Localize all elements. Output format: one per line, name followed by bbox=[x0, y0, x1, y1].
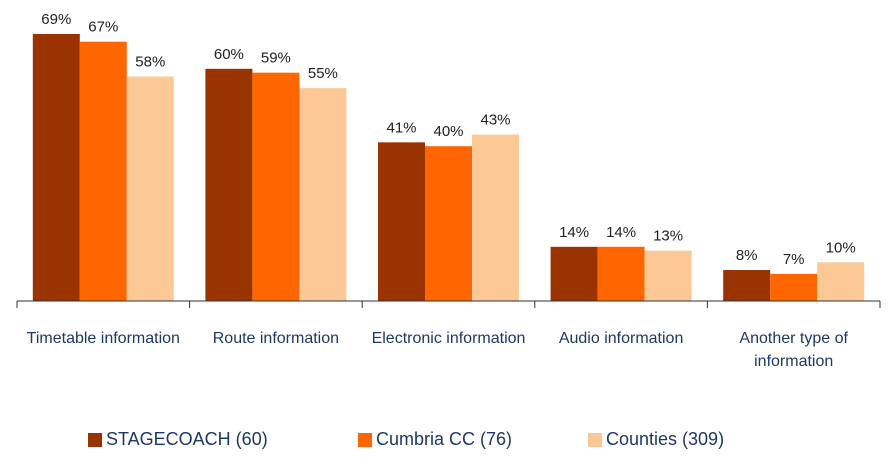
bar bbox=[425, 146, 472, 301]
data-label: 7% bbox=[783, 251, 805, 268]
data-label: 69% bbox=[41, 11, 71, 28]
bar bbox=[723, 270, 771, 301]
x-tick-label: Another type of information bbox=[739, 330, 848, 370]
bar bbox=[32, 33, 80, 301]
data-label: 13% bbox=[653, 228, 683, 245]
bar bbox=[299, 88, 347, 302]
legend-label: Cumbria CC (76) bbox=[376, 429, 513, 449]
data-label: 8% bbox=[736, 247, 758, 264]
bar bbox=[550, 246, 598, 301]
bar bbox=[770, 273, 818, 301]
data-label: 60% bbox=[214, 46, 244, 63]
bar bbox=[79, 41, 127, 302]
legend-item: Cumbria CC (76) bbox=[358, 429, 512, 450]
x-tick-label: Timetable information bbox=[26, 330, 180, 347]
legend-swatch bbox=[358, 432, 372, 447]
data-label: 58% bbox=[135, 54, 165, 71]
bar bbox=[252, 72, 300, 301]
legend-swatch bbox=[588, 432, 602, 447]
data-label: 43% bbox=[480, 112, 510, 129]
legend-item: Counties (309) bbox=[588, 429, 724, 450]
data-label: 14% bbox=[606, 224, 636, 241]
data-label: 41% bbox=[386, 119, 416, 136]
data-label: 59% bbox=[261, 50, 291, 67]
bar bbox=[378, 142, 425, 301]
bar bbox=[597, 246, 645, 301]
x-tick-label: Route information bbox=[212, 330, 340, 347]
bar bbox=[205, 68, 253, 301]
x-tick-label: Audio information bbox=[558, 330, 684, 347]
data-label: 40% bbox=[433, 123, 463, 140]
bar bbox=[126, 76, 174, 301]
bar bbox=[472, 134, 519, 301]
data-label: 14% bbox=[559, 224, 589, 241]
x-tick-label: Electronic information bbox=[371, 330, 526, 347]
legend-label: STAGECOACH (60) bbox=[106, 429, 268, 449]
legend-swatch bbox=[88, 432, 102, 447]
legend-label: Counties (309) bbox=[606, 429, 725, 449]
data-label: 55% bbox=[308, 65, 338, 82]
legend-item: STAGECOACH (60) bbox=[88, 429, 268, 450]
bar bbox=[817, 262, 865, 301]
data-label: 67% bbox=[88, 19, 118, 36]
bar bbox=[644, 250, 692, 301]
data-label: 10% bbox=[826, 239, 856, 256]
